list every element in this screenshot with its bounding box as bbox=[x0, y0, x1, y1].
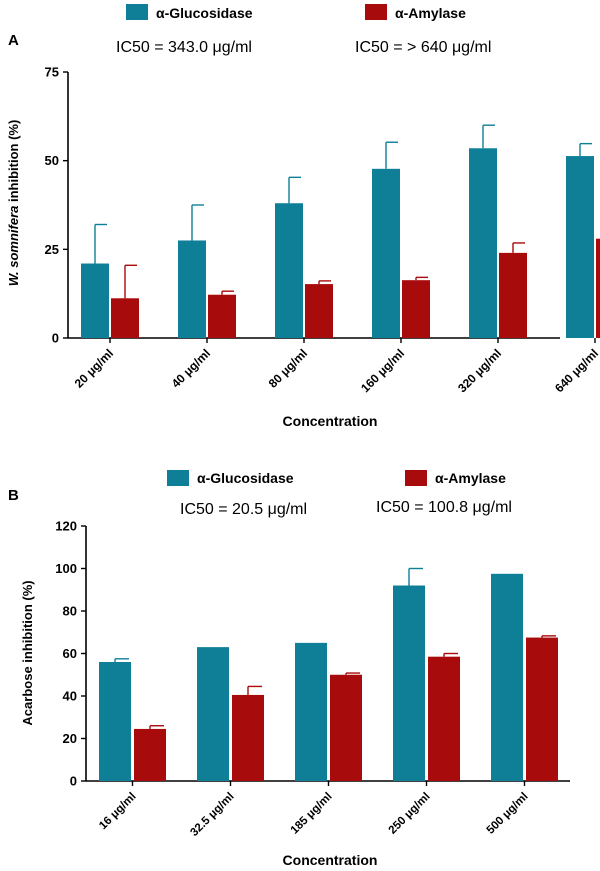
bar-b-glucosidase-3 bbox=[393, 585, 425, 781]
bar-a-amylase-2 bbox=[305, 284, 333, 338]
error-bar-a-glucosidase-0 bbox=[94, 223, 107, 264]
error-bar-a-amylase-0 bbox=[124, 264, 137, 299]
bar-a-glucosidase-0 bbox=[81, 263, 109, 338]
ic50-b-glucosidase: IC50 = 20.5 μg/ml bbox=[180, 501, 307, 518]
y-axis-label-b: Acarbose inhibition (%) bbox=[20, 580, 35, 725]
ic50-b-amylase: IC50 = 100.8 μg/ml bbox=[376, 499, 512, 516]
panel-b-label: B bbox=[8, 487, 19, 504]
bar-b-amylase-0 bbox=[134, 728, 166, 781]
bar-b-glucosidase-2 bbox=[295, 642, 327, 781]
legend-b-amylase-swatch bbox=[405, 470, 427, 486]
legend-a-glucosidase-swatch bbox=[126, 4, 148, 20]
plot-area-a: 0 25 50 75 20 μg/ml 40 μg/ml 80 μg/ml 160 μg/ml… bbox=[45, 65, 600, 395]
error-bar-a-glucosidase-1 bbox=[191, 204, 204, 241]
bar-a-glucosidase-2 bbox=[275, 203, 303, 338]
bar-a-amylase-0 bbox=[111, 298, 139, 338]
bar-b-glucosidase-1 bbox=[197, 647, 229, 781]
panel-b: α-Glucosidase α-Amylase B IC50 = 20.5 μg… bbox=[8, 470, 570, 868]
panel-a-label: A bbox=[8, 32, 19, 49]
x-axis-label-b: Concentration bbox=[283, 852, 378, 868]
x-axis-label-a: Concentration bbox=[283, 413, 378, 429]
error-bar-a-glucosidase-5 bbox=[579, 142, 592, 157]
x-tick-label-b-4: 500 μg/ml bbox=[485, 791, 531, 837]
bar-b-amylase-4 bbox=[526, 637, 558, 781]
error-bar-b-amylase-1 bbox=[247, 685, 262, 695]
legend-a-glucosidase-label: α-Glucosidase bbox=[156, 5, 253, 21]
bar-a-glucosidase-1 bbox=[178, 240, 206, 338]
error-bar-b-glucosidase-3 bbox=[408, 567, 423, 586]
x-tick-label-a-1: 40 μg/ml bbox=[169, 346, 213, 390]
y-tick-label-b: 80 bbox=[63, 604, 77, 619]
y-axis-label-a: W. somnifera inhibition (%) bbox=[6, 120, 21, 287]
bar-a-amylase-1 bbox=[208, 294, 236, 338]
bar-a-amylase-4 bbox=[499, 252, 527, 338]
error-bar-a-glucosidase-4 bbox=[482, 124, 495, 149]
x-tick-label-b-0: 16 μg/ml bbox=[97, 791, 138, 832]
error-bar-a-amylase-4 bbox=[512, 242, 525, 253]
error-bar-a-amylase-2 bbox=[318, 280, 331, 285]
y-tick-label-b: 40 bbox=[63, 689, 77, 704]
x-tick-label-b-3: 250 μg/ml bbox=[387, 791, 433, 837]
bar-a-glucosidase-4 bbox=[469, 148, 497, 338]
bar-b-amylase-3 bbox=[428, 656, 460, 781]
y-tick-label-b: 100 bbox=[55, 561, 77, 576]
bar-a-amylase-3 bbox=[402, 280, 430, 338]
error-bar-a-glucosidase-2 bbox=[288, 176, 301, 204]
y-tick-label-a: 75 bbox=[45, 65, 59, 80]
x-tick-label-a-5: 640 μg/ml bbox=[552, 346, 600, 395]
x-tick-label-a-3: 160 μg/ml bbox=[358, 346, 407, 395]
bar-b-amylase-1 bbox=[232, 694, 264, 781]
y-tick-label-a: 0 bbox=[52, 331, 59, 346]
x-tick-label-b-2: 185 μg/ml bbox=[289, 791, 335, 837]
bar-a-glucosidase-5 bbox=[566, 156, 594, 338]
error-bar-b-amylase-4 bbox=[541, 635, 556, 638]
error-bar-a-glucosidase-3 bbox=[385, 141, 398, 169]
y-tick-label-a: 25 bbox=[45, 242, 59, 257]
legend-b-amylase-label: α-Amylase bbox=[435, 470, 506, 486]
x-tick-label-a-0: 20 μg/ml bbox=[72, 346, 116, 390]
bar-b-amylase-2 bbox=[330, 674, 362, 781]
error-bar-a-amylase-3 bbox=[415, 276, 428, 281]
error-bar-b-amylase-3 bbox=[443, 652, 458, 657]
y-tick-label-b: 120 bbox=[55, 519, 77, 534]
bar-b-glucosidase-0 bbox=[99, 662, 131, 781]
error-bar-b-glucosidase-0 bbox=[114, 658, 129, 662]
legend-a-amylase-swatch bbox=[365, 4, 387, 20]
ic50-a-glucosidase: IC50 = 343.0 μg/ml bbox=[116, 39, 252, 56]
bar-a-amylase-5 bbox=[596, 238, 600, 338]
x-tick-label-a-4: 320 μg/ml bbox=[455, 346, 504, 395]
legend-b-glucosidase-label: α-Glucosidase bbox=[197, 470, 294, 486]
error-bar-b-amylase-0 bbox=[149, 725, 164, 729]
y-tick-label-b: 0 bbox=[70, 774, 77, 789]
error-bar-b-amylase-2 bbox=[345, 672, 360, 675]
bar-a-glucosidase-3 bbox=[372, 168, 400, 338]
x-tick-label-a-2: 80 μg/ml bbox=[266, 346, 310, 390]
legend-a: α-Glucosidase α-Amylase bbox=[126, 4, 466, 21]
y-tick-label-b: 20 bbox=[63, 731, 77, 746]
plot-area-b: 0 20 40 60 80 100 120 16 μg/ml 32.5 μg/ml 185 μg/… bbox=[55, 519, 570, 839]
legend-b-glucosidase-swatch bbox=[167, 470, 189, 486]
ic50-a-amylase: IC50 = > 640 μg/ml bbox=[355, 39, 491, 56]
y-tick-label-b: 60 bbox=[63, 646, 77, 661]
legend-a-amylase-label: α-Amylase bbox=[395, 5, 466, 21]
legend-b: α-Glucosidase α-Amylase bbox=[167, 470, 506, 486]
x-tick-label-b-1: 32.5 μg/ml bbox=[188, 791, 236, 839]
error-bar-a-amylase-1 bbox=[221, 290, 234, 295]
y-tick-label-a: 50 bbox=[45, 153, 59, 168]
panel-a: α-Glucosidase α-Amylase A IC50 = 343.0 μ… bbox=[6, 4, 600, 429]
bar-b-glucosidase-4 bbox=[491, 573, 523, 781]
